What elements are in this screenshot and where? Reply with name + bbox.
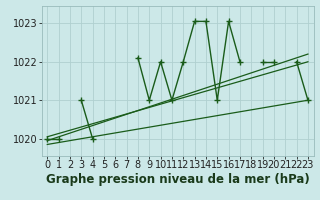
X-axis label: Graphe pression niveau de la mer (hPa): Graphe pression niveau de la mer (hPa) bbox=[46, 173, 309, 186]
